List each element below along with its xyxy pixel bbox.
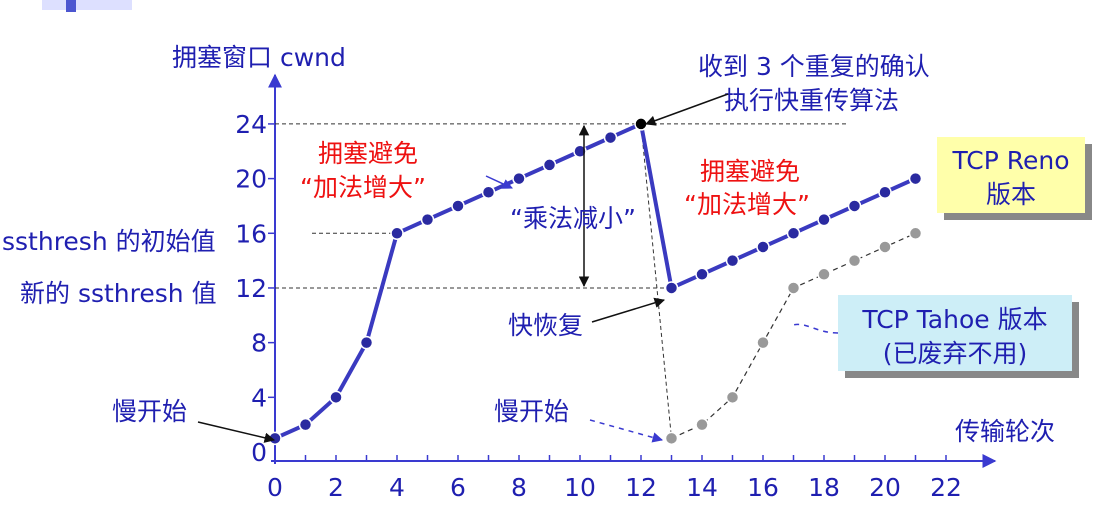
reno-legend-line1: TCP Reno — [951, 146, 1069, 175]
x-tick-label: 18 — [808, 473, 840, 502]
reno-peak-point — [634, 117, 648, 131]
x-tick-label: 0 — [267, 473, 283, 502]
triple-ack-arrow — [645, 93, 729, 126]
slow-start-left-arrow — [197, 421, 276, 443]
tahoe-point — [908, 226, 923, 241]
reno-point — [268, 431, 282, 446]
x-tick-label: 12 — [625, 473, 657, 502]
x-tick-label: 10 — [564, 473, 596, 502]
cong-avoid-left-title: 拥塞避免 — [318, 139, 418, 168]
cong-avoid-right-title: 拥塞避免 — [700, 157, 800, 186]
tahoe-point — [786, 281, 801, 295]
series-tahoe — [664, 226, 923, 446]
reno-point — [664, 281, 679, 295]
x-tick-label: 20 — [869, 473, 901, 502]
corner-decoration-bar — [66, 0, 76, 12]
ssthresh-new-label: 新的 ssthresh 值 — [20, 279, 217, 308]
y-tick-label: 0 — [251, 438, 267, 467]
reno-point — [298, 417, 313, 432]
tahoe-point — [725, 390, 740, 405]
reno-point — [878, 185, 892, 200]
reno-point — [542, 158, 557, 172]
reno-point — [390, 226, 404, 241]
x-tick-label: 6 — [450, 473, 466, 502]
tahoe-legend-line2: (已废弃不用) — [883, 339, 1028, 368]
ssthresh-initial-label: ssthresh 的初始值 — [2, 227, 216, 256]
corner-decoration — [42, 0, 132, 10]
x-ticks: 0 2 4 6 8 10 12 14 16 18 20 22 — [267, 455, 962, 502]
tahoe-legend-connector — [789, 323, 839, 334]
reno-line — [274, 121, 917, 441]
reno-point — [725, 253, 740, 268]
reno-point — [908, 171, 923, 186]
reno-point — [420, 212, 435, 227]
x-tick-label: 2 — [328, 473, 344, 502]
y-tick-label: 12 — [235, 274, 267, 303]
triple-ack-line1: 收到 3 个重复的确认 — [698, 52, 930, 81]
reno-point — [786, 226, 801, 241]
tahoe-point — [878, 240, 892, 254]
y-tick-label: 8 — [251, 329, 267, 358]
tahoe-point — [664, 431, 679, 446]
series-reno — [268, 117, 923, 446]
reno-point — [847, 199, 862, 213]
reno-point — [603, 130, 618, 145]
x-tick-label: 8 — [511, 473, 527, 502]
y-axis-label: 拥塞窗口 cwnd — [172, 43, 346, 72]
reno-legend-line2: 版本 — [986, 180, 1036, 209]
cong-avoid-left-arrow — [485, 175, 513, 189]
guide-lines — [275, 123, 848, 439]
slow-start-left-label: 慢开始 — [112, 397, 187, 426]
x-axis-label: 传输轮次 — [955, 417, 1055, 446]
reno-point — [817, 212, 831, 227]
cong-avoid-left-sub: “加法增大” — [300, 173, 426, 202]
reno-point — [359, 335, 374, 350]
x-tick-label: 4 — [389, 473, 405, 502]
fast-recovery-arrow — [591, 297, 666, 323]
x-tick-label: 16 — [747, 473, 779, 502]
reno-point — [481, 185, 496, 200]
slow-start-right-label: 慢开始 — [494, 397, 569, 426]
tahoe-legend-line1: TCP Tahoe 版本 — [861, 305, 1047, 334]
tahoe-point — [847, 253, 862, 268]
fast-recovery-label: 快恢复 — [508, 311, 583, 340]
reno-point — [756, 240, 770, 254]
y-tick-label: 16 — [235, 219, 267, 248]
reno-legend-box — [937, 137, 1085, 213]
slow-start-right-arrow — [589, 419, 664, 443]
reno-point — [451, 199, 465, 213]
mult-decrease-label: “乘法减小” — [510, 204, 636, 233]
reno-point — [329, 390, 343, 405]
reno-point — [512, 171, 526, 186]
y-ticks: 0 4 8 12 16 20 24 — [235, 110, 275, 467]
reno-point — [695, 267, 709, 282]
tahoe-point — [695, 417, 709, 432]
guide-drop-to-slow-start — [640, 123, 672, 439]
y-tick-label: 4 — [251, 383, 267, 412]
cong-avoid-right-sub: “加法增大” — [684, 190, 810, 219]
tahoe-point — [817, 267, 831, 282]
x-tick-label: 14 — [686, 473, 718, 502]
tahoe-legend-box — [838, 295, 1072, 371]
triple-ack-line2: 执行快重传算法 — [724, 86, 899, 115]
y-tick-label: 20 — [235, 165, 267, 194]
y-tick-label: 24 — [235, 110, 267, 139]
x-tick-label: 22 — [930, 473, 962, 502]
tahoe-point — [756, 335, 770, 350]
